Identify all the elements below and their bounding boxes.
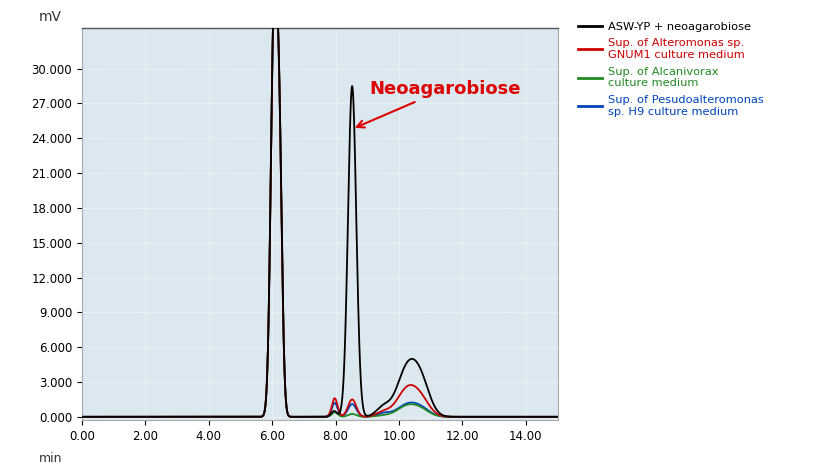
Text: Neoagarobiose: Neoagarobiose bbox=[356, 80, 520, 127]
Text: mV: mV bbox=[39, 10, 62, 24]
Text: min: min bbox=[39, 452, 62, 465]
Legend: ASW-YP + neoagarobiose, Sup. of Alteromonas sp.
GNUM1 culture medium, Sup. of Al: ASW-YP + neoagarobiose, Sup. of Alteromo… bbox=[575, 20, 765, 119]
